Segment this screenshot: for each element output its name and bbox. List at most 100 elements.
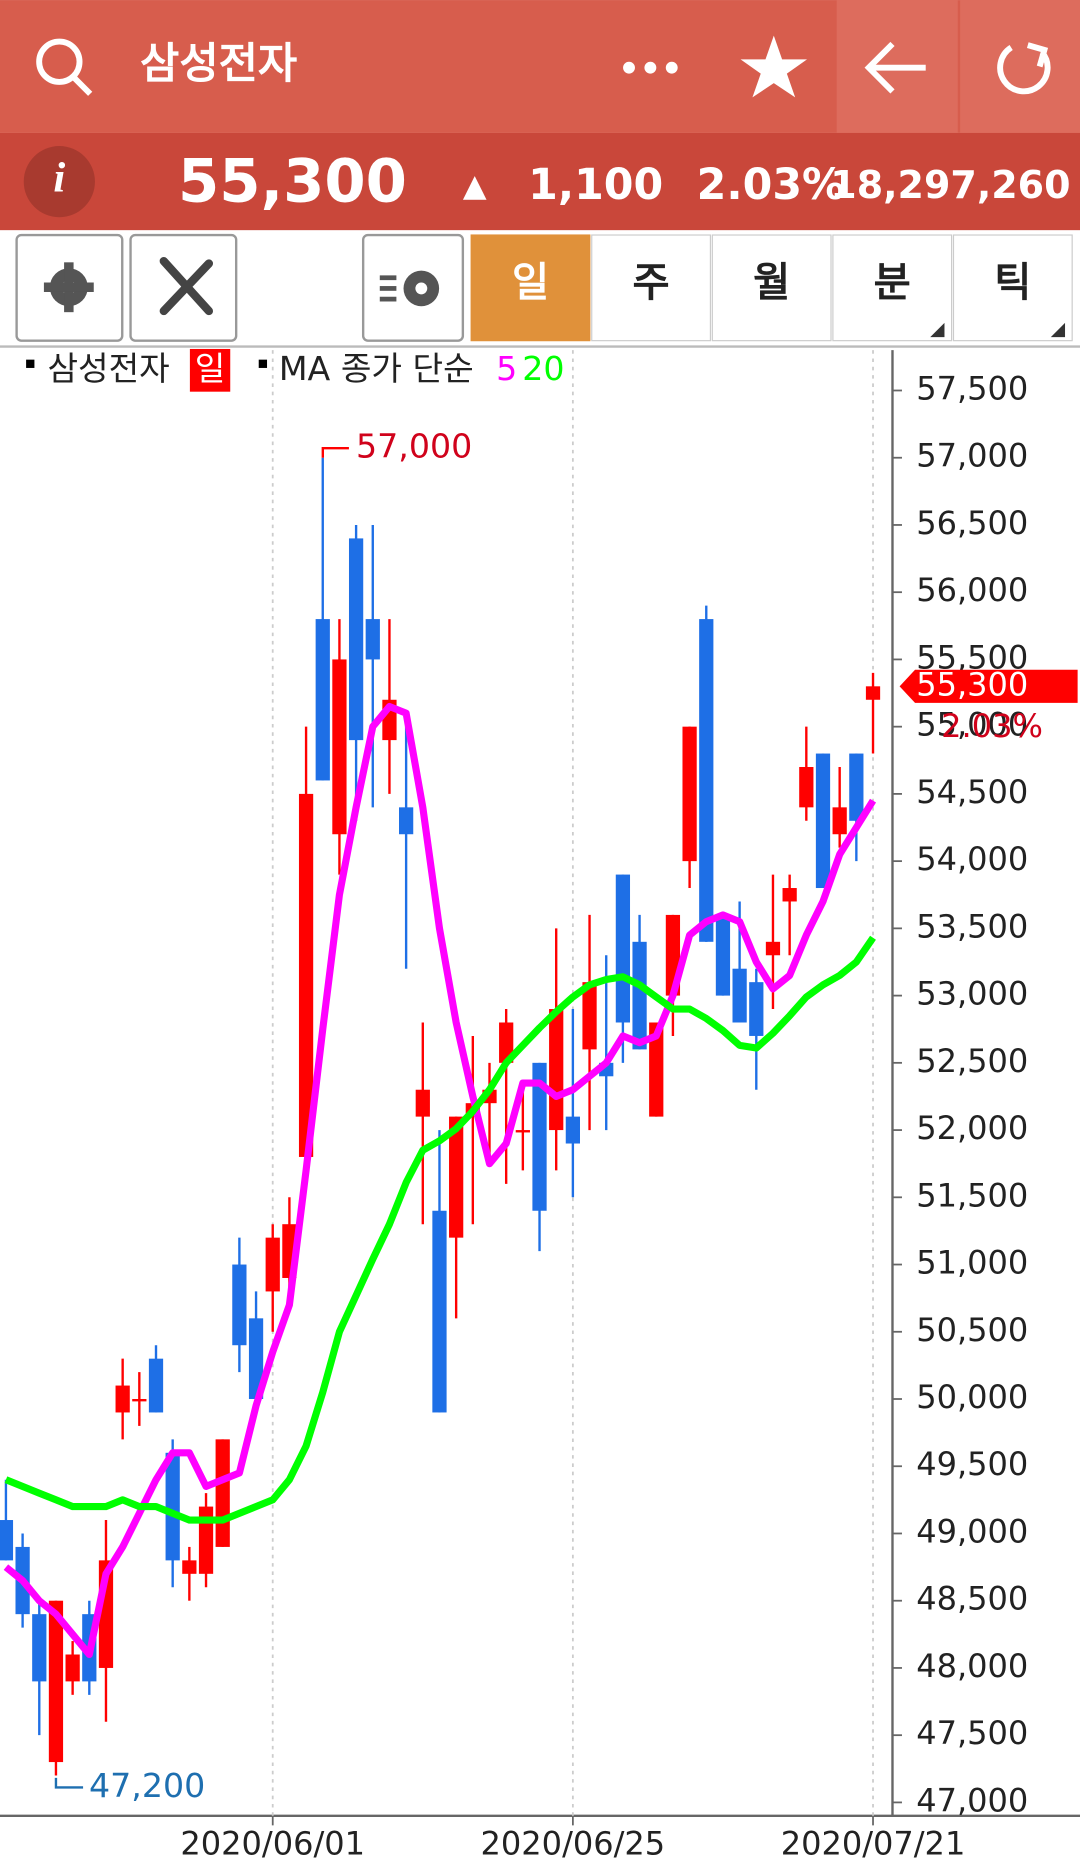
- info-button[interactable]: [23, 146, 95, 218]
- y-tick-label: 57,500: [916, 369, 1028, 407]
- candle-body: [865, 686, 881, 700]
- candle-body: [298, 793, 314, 1157]
- candle-body: [682, 726, 697, 862]
- candle-body: [649, 1022, 664, 1117]
- tab[interactable]: [952, 234, 1073, 342]
- tab-corner: [1050, 322, 1066, 338]
- ma-line: [3, 702, 877, 1659]
- y-tick-label: 50,000: [916, 1378, 1028, 1416]
- candle-body: [0, 1520, 14, 1561]
- y-tick-label: 57,000: [916, 437, 1028, 475]
- tab[interactable]: [711, 234, 832, 342]
- legend-period: 일: [195, 349, 226, 388]
- y-tick-label: 49,500: [916, 1445, 1028, 1483]
- legend-period-box: [189, 348, 231, 392]
- indicator-icon: [379, 270, 440, 307]
- candle-body: [799, 767, 814, 808]
- y-tick-label: 51,000: [916, 1244, 1028, 1282]
- y-tick-label: 48,000: [916, 1647, 1028, 1685]
- y-tick-label: 51,500: [916, 1176, 1028, 1214]
- y-tick-label: 47,500: [916, 1714, 1028, 1752]
- candle-body: [32, 1614, 47, 1682]
- candle-body: [782, 888, 797, 902]
- candle-body: [182, 1560, 197, 1574]
- tab[interactable]: [591, 234, 712, 342]
- candle-body: [365, 619, 380, 660]
- refresh-icon[interactable]: [997, 42, 1051, 95]
- candle-body: [115, 1385, 130, 1413]
- candle-body: [148, 1358, 164, 1413]
- y-tick-label: 53,000: [916, 975, 1028, 1013]
- back-icon[interactable]: [864, 41, 926, 94]
- favorite-icon[interactable]: [740, 35, 808, 98]
- info-icon: i: [53, 154, 65, 201]
- y-tick-label: 54,000: [916, 840, 1028, 878]
- candle-body: [832, 807, 847, 835]
- candle-body: [815, 753, 831, 889]
- candle-body: [515, 1130, 530, 1133]
- candle-body: [532, 1062, 547, 1211]
- y-tick-label: 52,000: [916, 1109, 1028, 1147]
- candle-body: [499, 1022, 514, 1063]
- candle-body: [549, 1009, 564, 1131]
- tab[interactable]: [832, 234, 953, 342]
- plot: 47,000 47,500 48,000 48,500 49,000 49,500 50,0…: [0, 350, 1078, 1861]
- legend-name: 삼성전자: [47, 349, 169, 388]
- y-tick-label: 53,500: [916, 907, 1028, 945]
- change-arrow: ▲: [463, 168, 487, 204]
- candle-body: [348, 538, 364, 741]
- candle-body: [265, 1237, 280, 1292]
- candle-body: [165, 1452, 180, 1561]
- title: 삼성전자: [140, 39, 297, 89]
- y-tick-label: 56,500: [916, 504, 1028, 542]
- x-tick-label: 2020/06/01: [180, 1825, 365, 1861]
- settings-icon: [43, 262, 94, 313]
- tab-label: 분: [874, 259, 911, 306]
- y-tick-label: 56,000: [916, 571, 1028, 609]
- candle-body: [332, 659, 347, 835]
- legend-bullet: [26, 359, 35, 368]
- max-pointer: [321, 447, 349, 458]
- tab-label: 월: [753, 259, 790, 306]
- legend-ma5: 5: [496, 349, 517, 388]
- change: 1,100: [528, 160, 663, 210]
- legend-bullet: [258, 359, 268, 368]
- last-price-label: 55,300: [916, 665, 1028, 703]
- y-tick-label: 52,500: [916, 1042, 1028, 1080]
- candle-body: [315, 619, 330, 781]
- candle-body: [415, 1089, 430, 1117]
- candle-body: [632, 941, 647, 1050]
- candle-body: [715, 914, 731, 996]
- tab-label: 주: [633, 259, 670, 306]
- ma-line: [4, 935, 876, 1524]
- candle-body: [232, 1264, 247, 1346]
- y-tick-label: 49,000: [916, 1512, 1028, 1550]
- candle-body: [432, 1210, 447, 1413]
- y-tick-label: 47,000: [916, 1781, 1028, 1819]
- search-icon[interactable]: [36, 38, 93, 96]
- tab[interactable]: [470, 234, 591, 342]
- candle-body: [399, 807, 414, 835]
- y-tick-label: 54,500: [916, 773, 1028, 811]
- candle-body: [65, 1654, 80, 1682]
- tab-corner: [930, 322, 945, 338]
- refresh-button[interactable]: [960, 0, 1080, 133]
- last-price-tag: [899, 669, 1078, 703]
- change-rate: 2.03%: [697, 160, 845, 210]
- candle-body: [48, 1600, 64, 1763]
- x-tick-label: 2020/06/25: [481, 1825, 666, 1861]
- last-rate-label: 2.03%: [941, 707, 1043, 745]
- tab-label: 틱: [994, 259, 1031, 306]
- more-icon[interactable]: [623, 61, 678, 74]
- legend-ma20: 20: [522, 349, 564, 388]
- volume: 18,297,260: [830, 163, 1070, 207]
- x-tick-label: 2020/07/21: [781, 1825, 966, 1861]
- candle-body: [132, 1399, 147, 1402]
- max-label: 57,000: [356, 427, 472, 466]
- legend-ma: MA 종가 단순: [279, 349, 474, 388]
- candle-body: [732, 968, 747, 1023]
- candle-body: [849, 753, 864, 821]
